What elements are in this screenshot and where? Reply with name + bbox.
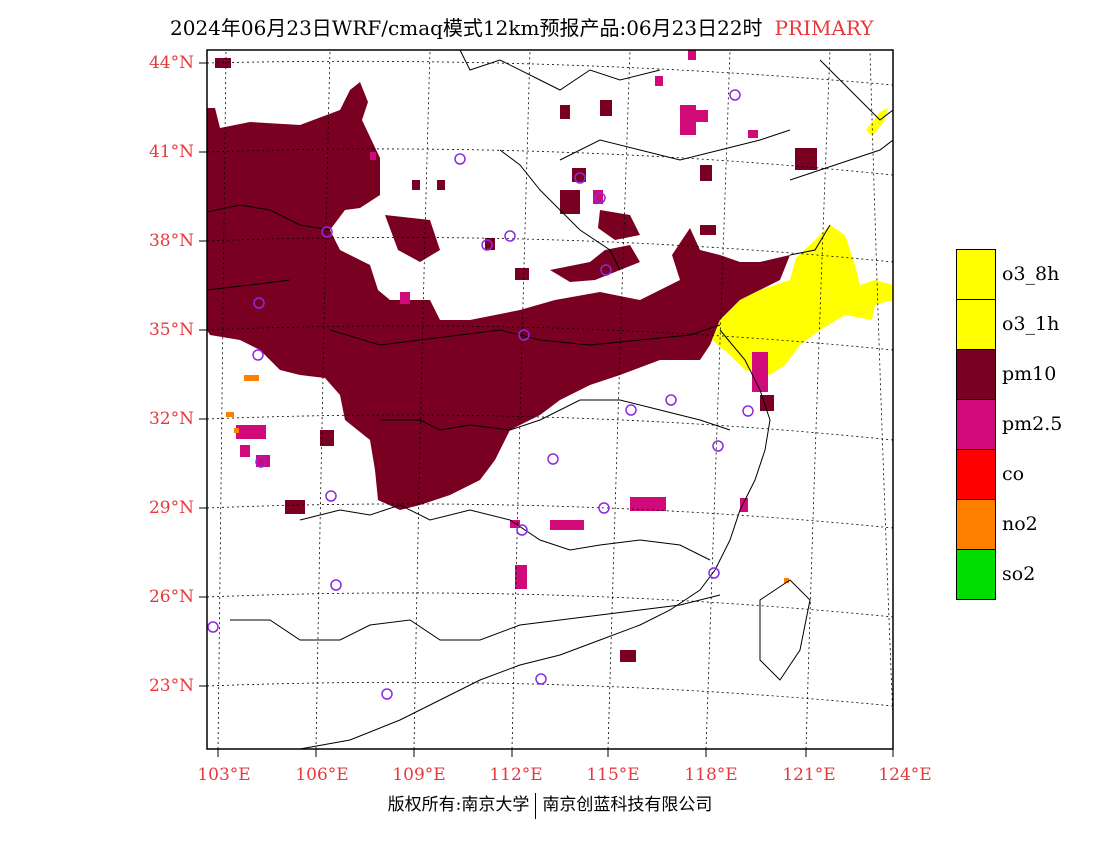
no2-patches [226,375,789,583]
legend-label: so2 [1002,563,1036,585]
legend-label: pm2.5 [1002,413,1063,435]
lat-label: 41°N [148,142,194,162]
lat-label: 35°N [148,320,194,340]
legend-label: o3_1h [1002,313,1060,335]
legend-item-co: co [956,449,1096,500]
legend-swatch [956,299,996,350]
legend-item-no2: no2 [956,499,1096,550]
lon-label: 103°E [197,765,251,785]
site-markers [207,89,754,700]
legend-item-pm10: pm10 [956,349,1096,400]
legend-swatch [956,399,996,450]
map-frame [206,49,894,750]
pm25-patches [236,50,768,589]
lon-label: 124°E [878,765,932,785]
legend-item-pm25: pm2.5 [956,399,1096,450]
lon-label: 115°E [586,765,640,785]
lon-label: 118°E [684,765,738,785]
map-title: 2024年06月23日WRF/cmaq模式12km预报产品:06月23日22时 P… [170,12,874,41]
legend-swatch [956,549,996,600]
legend-label: no2 [1002,513,1038,535]
lon-label: 112°E [489,765,543,785]
title-tag: PRIMARY [774,16,874,40]
lon-label: 109°E [392,765,446,785]
legend-label: co [1002,463,1025,485]
legend-swatch [956,349,996,400]
legend-item-o3-1h: o3_1h [956,299,1096,350]
legend-item-so2: so2 [956,549,1096,600]
legend: o3_8h o3_1h pm10 pm2.5 co no2 so2 [956,249,1096,600]
lat-label: 44°N [148,53,194,73]
lon-label: 121°E [782,765,836,785]
lat-label: 26°N [148,587,194,607]
lat-label: 32°N [148,409,194,429]
copyright-right: 南京创蓝科技有限公司 [542,795,713,815]
lat-label: 29°N [148,498,194,518]
lon-label: 106°E [295,765,349,785]
title-main: 2024年06月23日WRF/cmaq模式12km预报产品:06月23日22时 [170,16,763,40]
legend-label: pm10 [1002,363,1057,385]
legend-swatch [956,499,996,550]
boundaries [207,50,893,749]
legend-label: o3_8h [1002,263,1060,285]
pm10-region [207,82,790,510]
lat-label: 38°N [148,231,194,251]
o3-region [712,225,893,375]
legend-swatch [956,449,996,500]
lat-label: 23°N [148,676,194,696]
legend-swatch [956,249,996,300]
copyright-footer: 版权所有:南京大学 南京创蓝科技有限公司 [0,790,1100,819]
graticule [207,50,893,749]
legend-item-o3-8h: o3_8h [956,249,1096,300]
copyright-left: 版权所有:南京大学 [387,795,530,815]
footer-divider [535,792,537,819]
